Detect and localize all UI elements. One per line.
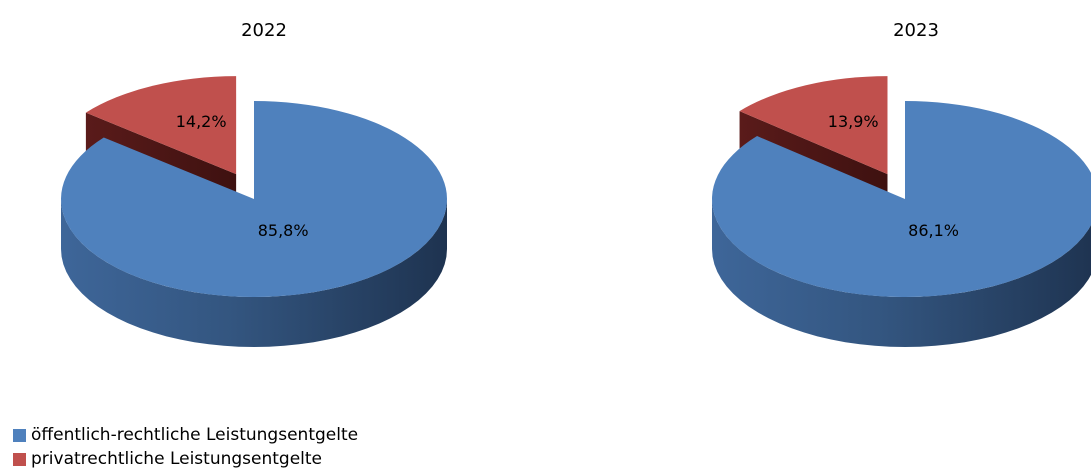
pie-title: 2022: [241, 20, 287, 41]
legend: öffentlich-rechtliche Leistungsentgelte …: [13, 423, 358, 471]
data-label-private: 13,9%: [828, 112, 879, 131]
data-label-public: 85,8%: [258, 221, 309, 240]
slice-public-top: [712, 101, 1091, 297]
legend-item-private: privatrechtliche Leistungsentgelte: [13, 447, 358, 471]
slice-private-top: [739, 76, 888, 175]
data-label-private: 14,2%: [176, 112, 227, 131]
legend-swatch-public: [13, 428, 26, 442]
data-label-public: 86,1%: [908, 221, 959, 240]
legend-label-private: privatrechtliche Leistungsentgelte: [31, 449, 323, 469]
pie-chart-2022: 2022 85,8% 14,2%: [61, 20, 448, 347]
slice-public-side: [61, 199, 447, 347]
slice-private-top: [85, 76, 237, 175]
legend-swatch-private: [13, 452, 26, 466]
slice-public: [712, 101, 1091, 347]
legend-label-public: öffentlich-rechtliche Leistungsentgelte: [31, 425, 359, 445]
pie-chart-2023: 2023 86,1% 13,9%: [712, 20, 1091, 347]
legend-item-public: öffentlich-rechtliche Leistungsentgelte: [13, 423, 358, 447]
slice-public-top: [61, 101, 448, 298]
slice-public: [61, 101, 448, 347]
pie-title: 2023: [893, 20, 939, 41]
slice-public-side: [712, 199, 1091, 347]
